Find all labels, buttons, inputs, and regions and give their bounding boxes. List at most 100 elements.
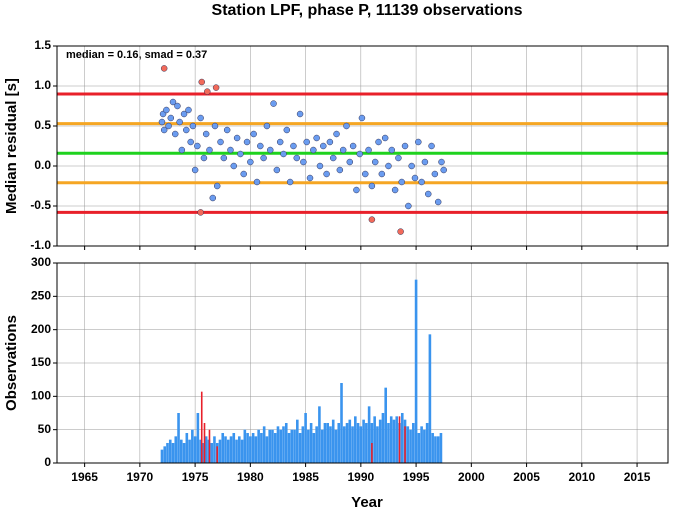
bar [276,426,280,463]
y-axis-label: Observations [3,315,20,411]
x-tick-label: 1965 [71,470,98,484]
bar [163,446,167,463]
bar [373,416,376,463]
bar [431,433,434,463]
point [191,166,199,174]
point [349,142,357,150]
bar [185,433,189,463]
point [381,134,389,142]
point [217,138,224,146]
bar [235,439,238,463]
bar [356,423,360,463]
point [356,150,363,158]
bar [168,439,172,463]
point [296,110,304,118]
bar [326,423,329,463]
point [209,194,217,202]
point [408,162,415,170]
bar [384,387,388,463]
point [223,126,231,134]
point [160,65,168,72]
point [391,186,399,194]
y-tick-label: 0 [44,455,51,469]
bar [196,413,200,463]
bar [262,426,266,463]
point [401,142,409,150]
bar [224,436,227,463]
x-tick-label: 2005 [513,470,540,484]
bar [318,406,321,463]
point [266,146,274,154]
point [197,209,204,216]
bar [200,391,203,463]
point [165,122,172,130]
y-tick-label: 1.0 [34,78,51,92]
point [428,142,435,150]
bar [365,423,368,463]
point [230,162,238,170]
y-tick-label: 0.5 [34,118,51,132]
chart-title: Station LPF, phase P, 11139 observations [212,2,523,19]
bar [160,449,164,463]
bar [434,436,437,463]
point [320,142,327,150]
point [358,114,366,122]
point [198,78,205,86]
point [260,154,267,162]
bar [208,429,211,463]
bar [320,429,324,463]
point [300,158,307,166]
point [346,158,354,166]
point [158,118,166,126]
point [206,146,213,154]
point [283,126,291,134]
bar [400,413,404,463]
point [174,102,181,110]
point [326,138,334,146]
bar [331,419,335,463]
point [415,138,422,146]
x-axis-label: Year [351,494,383,511]
bar [188,439,191,463]
point [405,202,412,210]
bar [260,433,263,463]
point [213,182,221,190]
point [163,106,170,114]
point [371,158,379,166]
bar [367,406,371,463]
plot-frame [56,262,669,464]
bar [182,443,186,463]
bar [423,429,426,463]
point [375,138,382,146]
point [237,150,244,158]
point [418,178,425,186]
bar [240,439,244,463]
bar [238,436,241,463]
bar [265,436,269,463]
bar [409,429,412,463]
bar [359,426,363,463]
bar [298,433,302,463]
point [362,170,369,178]
bar [417,433,421,463]
bar [371,443,373,463]
point [202,130,210,138]
bar [309,423,313,463]
point [440,166,447,174]
point [247,158,254,166]
bar [203,423,206,463]
point [263,122,271,130]
bar [395,416,399,463]
point [316,162,324,170]
x-tick-label: 2010 [568,470,595,484]
point [313,134,320,142]
point [233,134,241,142]
bar [376,426,379,463]
point [204,88,211,95]
bar [216,446,219,463]
x-tick-label: 1990 [347,470,374,484]
annotation: median = 0.16, smad = 0.37 [66,49,207,61]
point [378,170,386,178]
bar [210,443,213,463]
point [187,138,194,146]
